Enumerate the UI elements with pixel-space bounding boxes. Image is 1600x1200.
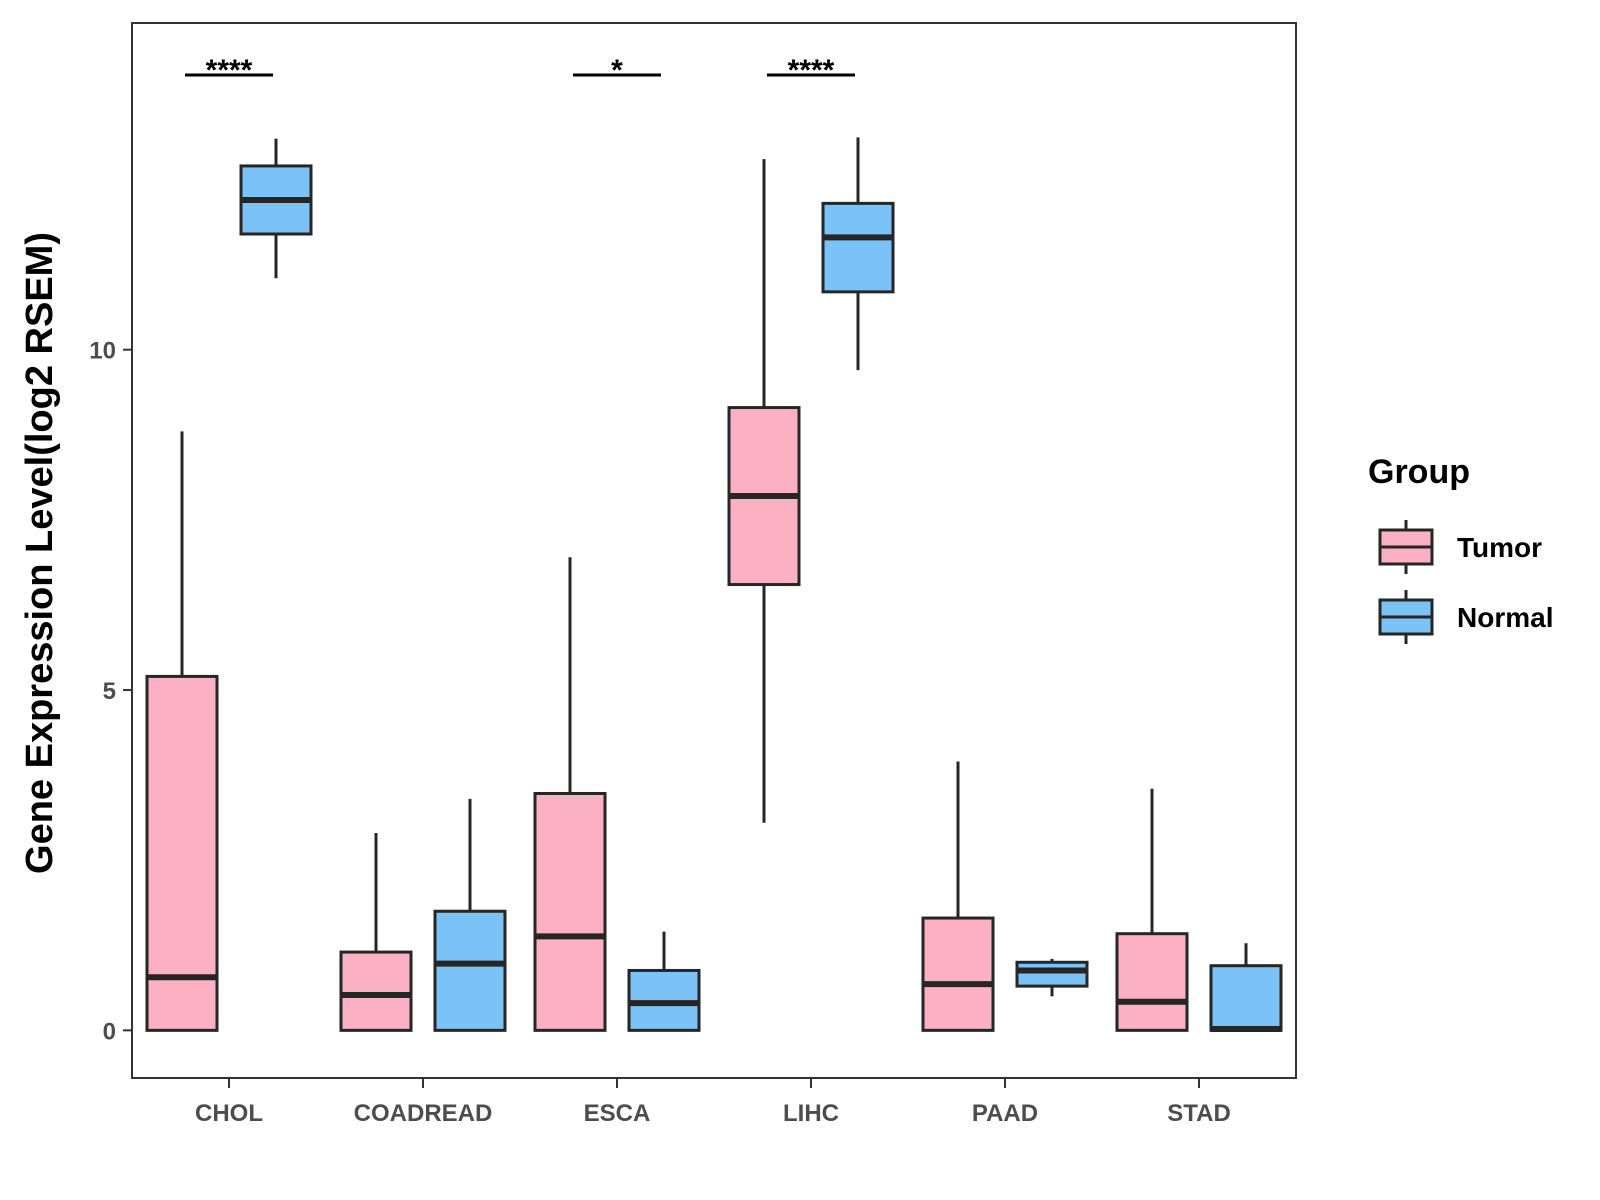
significance-label: * bbox=[611, 54, 623, 87]
box-body bbox=[921, 916, 995, 1032]
box-marks bbox=[145, 137, 1283, 1032]
legend-label-normal: Normal bbox=[1457, 602, 1553, 633]
significance-label: **** bbox=[206, 54, 253, 87]
y-tick-label: 0 bbox=[103, 1018, 116, 1045]
box-tumor-esca bbox=[533, 557, 607, 1032]
x-tick-label: LIHC bbox=[783, 1100, 839, 1127]
box-body bbox=[339, 950, 413, 1032]
y-tick-label: 10 bbox=[89, 338, 116, 365]
box-tumor-lihc bbox=[727, 159, 801, 823]
box-normal-coadread bbox=[433, 798, 507, 1032]
panel-border bbox=[131, 22, 1297, 1079]
box-body bbox=[1115, 932, 1189, 1032]
box-body bbox=[533, 791, 607, 1032]
box-tumor-chol bbox=[145, 431, 219, 1032]
significance-annotations: **** * **** bbox=[185, 54, 855, 87]
y-axis-title: Gene Expression Level(log2 RSEM) bbox=[19, 232, 61, 874]
box-normal-chol bbox=[239, 138, 313, 279]
box-tumor-paad bbox=[921, 761, 995, 1032]
x-tick-label: PAAD bbox=[972, 1100, 1038, 1127]
plot-panel bbox=[131, 22, 1297, 1079]
box-normal-lihc bbox=[821, 137, 895, 371]
box-body bbox=[1015, 960, 1089, 988]
box-body bbox=[1209, 964, 1283, 1032]
box-body bbox=[433, 909, 507, 1032]
box-tumor-stad bbox=[1115, 788, 1189, 1032]
x-tick-label: ESCA bbox=[584, 1100, 651, 1127]
legend: Group Tumor Normal bbox=[1368, 453, 1553, 644]
x-tick-label: STAD bbox=[1167, 1100, 1231, 1127]
legend-item-normal: Normal bbox=[1378, 590, 1553, 644]
legend-title: Group bbox=[1368, 453, 1470, 491]
box-normal-stad bbox=[1209, 943, 1283, 1032]
axes: 0 5 10 CHOL COADREAD ESCA LIHC PAAD STAD bbox=[89, 338, 1230, 1127]
box-tumor-coadread bbox=[339, 832, 413, 1032]
legend-item-tumor: Tumor bbox=[1378, 520, 1542, 574]
box-normal-paad bbox=[1015, 958, 1089, 997]
box-body bbox=[821, 201, 895, 294]
x-tick-label: COADREAD bbox=[354, 1100, 493, 1127]
box-normal-esca bbox=[627, 931, 701, 1032]
y-tick-label: 5 bbox=[103, 678, 116, 705]
box-body bbox=[145, 674, 219, 1032]
legend-label-tumor: Tumor bbox=[1457, 532, 1542, 563]
x-tick-label: CHOL bbox=[195, 1100, 263, 1127]
significance-label: **** bbox=[788, 54, 835, 87]
